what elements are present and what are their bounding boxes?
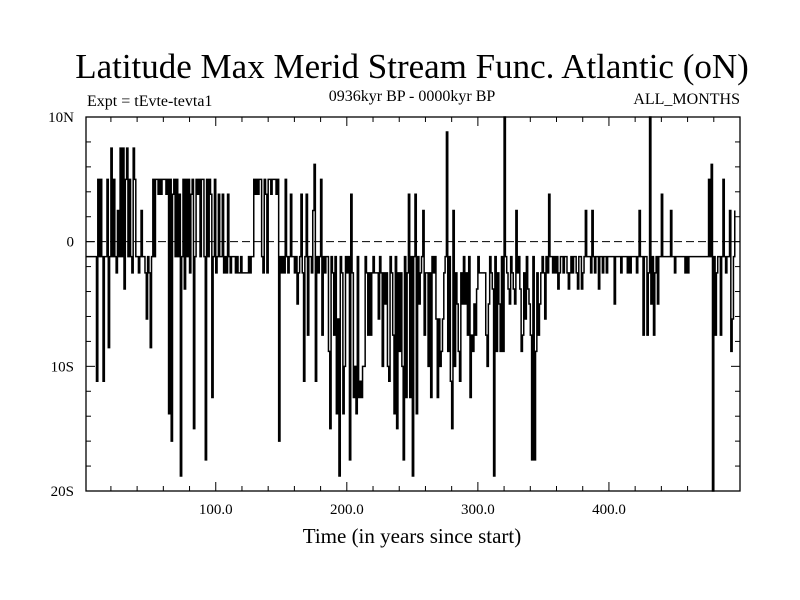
chart-title: Latitude Max Merid Stream Func. Atlantic…	[75, 47, 749, 86]
series-line	[86, 116, 736, 492]
y-axis: 20S 10S 0 10N	[48, 110, 740, 500]
experiment-label: Expt = tEvte-tevta1	[87, 93, 212, 110]
x-tick-label: 300.0	[461, 502, 495, 518]
y-tick-label: 0	[67, 235, 75, 251]
x-axis: 100.0 200.0 300.0 400.0	[110, 117, 715, 518]
x-tick-label: 200.0	[330, 502, 364, 518]
plot-area	[85, 116, 741, 492]
y-tick-label: 10N	[48, 110, 74, 126]
time-range-label: 0936kyr BP - 0000kyr BP	[329, 88, 496, 105]
x-tick-label: 100.0	[199, 502, 233, 518]
y-tick-label: 10S	[51, 359, 74, 375]
y-tick-label: 20S	[51, 484, 74, 500]
x-axis-label: Time (in years since start)	[303, 524, 522, 548]
months-label: ALL_MONTHS	[633, 91, 740, 108]
plot-frame	[85, 116, 741, 492]
x-tick-label: 400.0	[592, 502, 626, 518]
